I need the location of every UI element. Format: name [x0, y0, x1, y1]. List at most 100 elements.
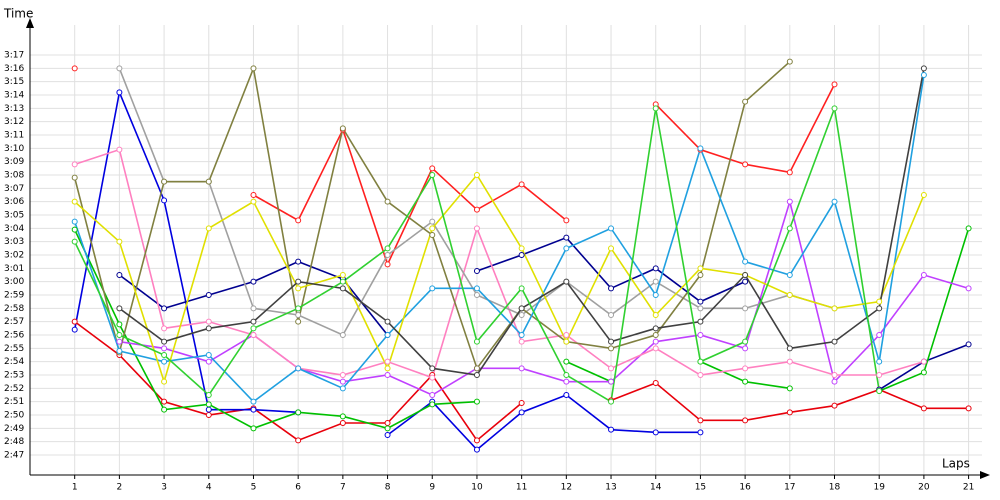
- y-tick-label: 2:49: [4, 424, 24, 434]
- data-point: [250, 192, 257, 198]
- x-tick-label: 9: [429, 483, 435, 493]
- data-point: [742, 378, 749, 385]
- data-point: [697, 305, 704, 312]
- data-point: [161, 378, 168, 385]
- x-tick-label: 18: [829, 483, 841, 493]
- data-point: [608, 338, 615, 345]
- data-point: [295, 305, 302, 312]
- data-point: [652, 312, 659, 318]
- data-point: [429, 365, 436, 372]
- data-point: [205, 352, 212, 358]
- data-point: [876, 388, 883, 394]
- data-point: [697, 318, 704, 325]
- data-point: [786, 225, 793, 232]
- data-point: [161, 352, 168, 358]
- data-point: [295, 409, 302, 416]
- series-line: [73, 74, 925, 403]
- data-point: [786, 58, 793, 65]
- data-point: [563, 378, 570, 385]
- data-point: [786, 345, 793, 352]
- data-point: [384, 425, 391, 432]
- data-point: [965, 341, 972, 348]
- y-tick-label: 2:52: [4, 384, 24, 394]
- data-point: [429, 232, 436, 238]
- data-point: [518, 332, 525, 338]
- data-point: [116, 321, 123, 328]
- data-point: [518, 365, 525, 372]
- y-tick-label: 3:03: [4, 237, 24, 247]
- y-tick-label: 2:51: [4, 397, 24, 407]
- data-point: [161, 345, 168, 352]
- x-tick-label: 2: [117, 483, 123, 493]
- data-point: [429, 218, 436, 225]
- y-tick-label: 2:54: [4, 357, 24, 367]
- data-point: [920, 358, 927, 365]
- x-tick-label: 15: [695, 483, 706, 493]
- data-point: [295, 437, 302, 444]
- data-point: [473, 225, 480, 232]
- x-tick-label: 1: [72, 483, 78, 493]
- data-point: [965, 225, 972, 232]
- data-point: [205, 292, 212, 298]
- x-tick-label: 20: [918, 483, 930, 493]
- data-point: [339, 413, 346, 420]
- y-tick-label: 3:01: [4, 264, 24, 274]
- data-point: [384, 420, 391, 426]
- data-point: [339, 378, 346, 385]
- data-point: [250, 198, 257, 205]
- data-point: [205, 392, 212, 398]
- x-tick-label: 13: [605, 483, 616, 493]
- series-line: [74, 148, 925, 379]
- data-point: [339, 332, 346, 338]
- plot-area: [71, 58, 972, 453]
- data-point: [161, 325, 168, 332]
- data-point: [518, 409, 525, 416]
- data-point: [652, 380, 659, 386]
- data-point: [831, 305, 838, 312]
- data-point: [831, 198, 838, 205]
- data-point: [161, 406, 168, 413]
- data-point: [608, 225, 615, 232]
- data-point: [876, 358, 883, 365]
- x-axis-arrow: [980, 471, 990, 479]
- data-point: [71, 198, 78, 205]
- data-point: [697, 298, 704, 305]
- data-point: [116, 65, 123, 72]
- data-point: [920, 405, 927, 412]
- data-point: [697, 358, 704, 365]
- data-point: [384, 358, 391, 365]
- data-point: [384, 432, 391, 438]
- data-point: [652, 278, 659, 285]
- data-point: [339, 278, 346, 285]
- data-point: [250, 65, 257, 72]
- data-point: [742, 365, 749, 372]
- y-tick-label: 3:12: [4, 117, 24, 127]
- data-point: [205, 225, 212, 232]
- x-tick-label: 16: [739, 483, 751, 493]
- data-point: [563, 332, 570, 338]
- data-point: [295, 318, 302, 325]
- data-point: [116, 146, 123, 153]
- data-point: [384, 372, 391, 378]
- data-point: [295, 217, 302, 224]
- data-point: [652, 332, 659, 338]
- x-tick-label: 19: [873, 483, 885, 493]
- data-point: [563, 278, 570, 285]
- data-point: [161, 305, 168, 312]
- data-point: [384, 332, 391, 338]
- y-tick-label: 3:13: [4, 104, 24, 114]
- x-tick-label: 3: [161, 483, 167, 493]
- data-point: [608, 378, 615, 385]
- data-point: [697, 417, 704, 424]
- data-point: [608, 245, 615, 252]
- data-point: [71, 65, 78, 72]
- data-point: [652, 429, 659, 436]
- data-point: [742, 98, 749, 105]
- data-point: [965, 285, 972, 292]
- data-point: [161, 358, 168, 365]
- data-point: [71, 218, 78, 225]
- data-point: [205, 325, 212, 332]
- y-tick-label: 2:55: [4, 344, 24, 354]
- data-point: [205, 318, 212, 325]
- data-point: [205, 401, 212, 408]
